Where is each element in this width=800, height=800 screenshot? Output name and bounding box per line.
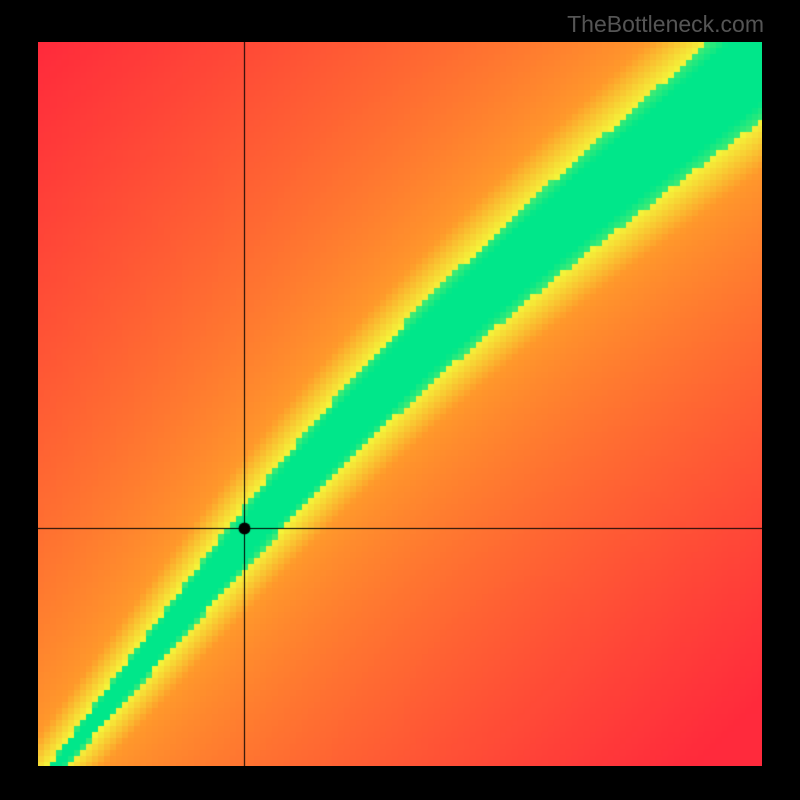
bottleneck-heatmap: [38, 42, 762, 766]
chart-container: TheBottleneck.com: [0, 0, 800, 800]
watermark-text: TheBottleneck.com: [567, 11, 764, 38]
